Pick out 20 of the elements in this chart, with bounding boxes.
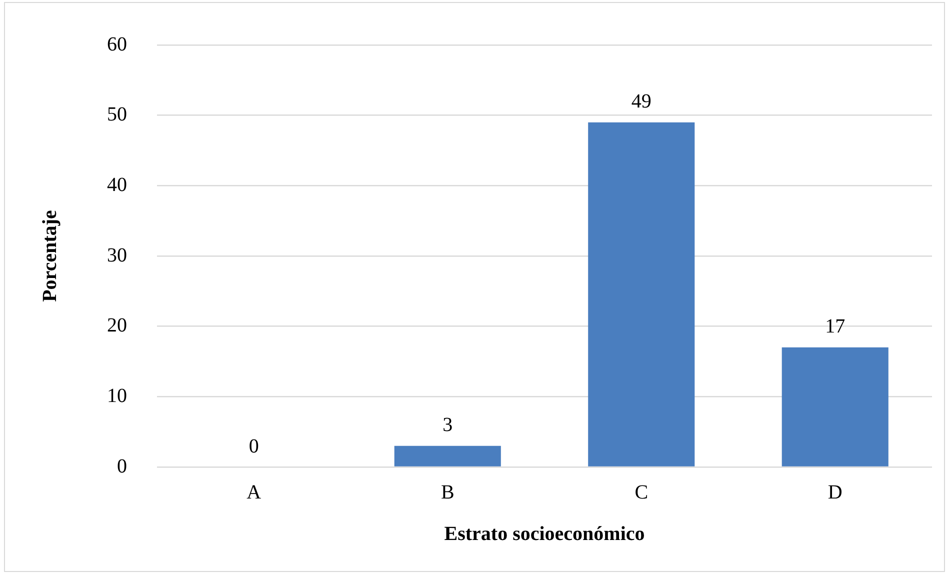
y-tick-label: 40 <box>107 174 127 196</box>
x-tick-label: C <box>634 481 648 504</box>
y-tick-label: 50 <box>107 104 127 126</box>
y-tick-label: 20 <box>107 314 127 337</box>
y-tick-label: 60 <box>107 33 127 56</box>
bar <box>394 446 501 466</box>
x-tick-label: A <box>246 481 262 504</box>
bar <box>782 347 888 466</box>
x-tick-label: D <box>828 481 842 504</box>
data-label: 17 <box>825 316 846 338</box>
data-label: 49 <box>631 90 652 113</box>
data-label: 0 <box>248 435 259 458</box>
bar <box>588 122 695 466</box>
x-tick-label: B <box>440 481 454 504</box>
data-label: 3 <box>442 414 453 436</box>
y-tick-label: 0 <box>117 455 127 478</box>
x-axis-title: Estrato socioeconómico <box>444 523 645 546</box>
y-axis-title: Porcentaje <box>39 210 62 302</box>
y-tick-label: 10 <box>107 384 127 407</box>
y-tick-label: 30 <box>107 244 127 266</box>
